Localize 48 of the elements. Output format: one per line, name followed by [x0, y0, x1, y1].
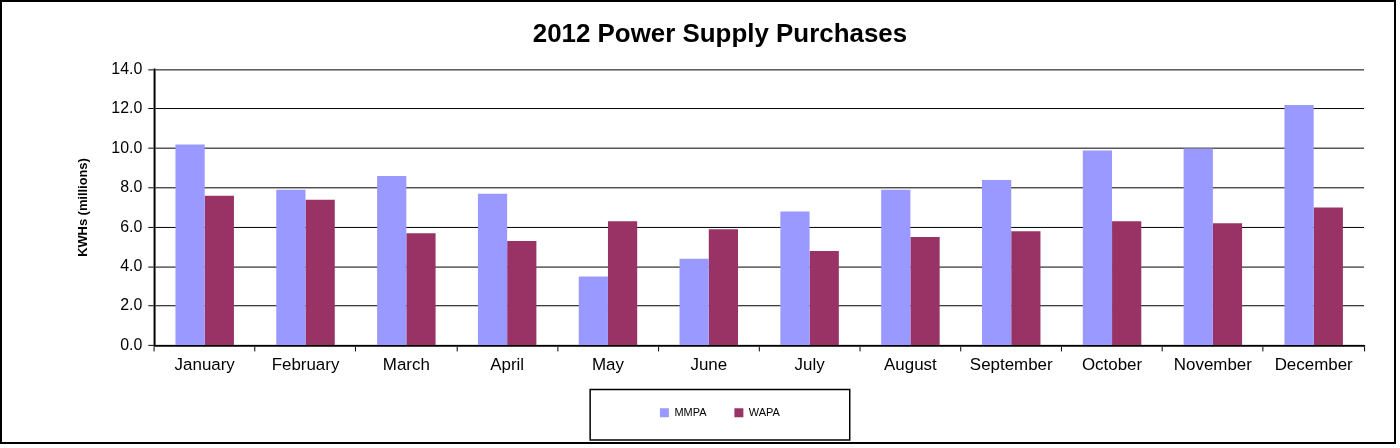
bar: [1011, 231, 1041, 345]
legend-label: WAPA: [748, 405, 781, 418]
bar: [1183, 148, 1213, 345]
y-tick-label: 6.0: [120, 217, 143, 235]
x-tick-label: January: [174, 355, 236, 375]
bar: [377, 176, 407, 345]
bar: [305, 199, 335, 345]
y-tick-label: 14.0: [111, 60, 143, 77]
bar: [1313, 207, 1343, 345]
legend-label: MMPA: [674, 405, 708, 418]
chart-title: 2012 Power Supply Purchases: [532, 19, 908, 48]
bar: [708, 229, 739, 345]
x-tick-label: April: [490, 355, 525, 375]
x-tick-label: November: [1173, 355, 1253, 375]
y-tick-label: 12.0: [111, 99, 143, 117]
bar: [578, 276, 608, 345]
y-tick-label: 0.0: [120, 335, 143, 353]
bar: [1284, 105, 1314, 345]
bar: [1212, 223, 1243, 345]
x-tick-label: September: [969, 355, 1054, 375]
bar: [809, 250, 839, 345]
bar: [276, 189, 306, 345]
y-tick-label: 4.0: [120, 257, 143, 275]
bar: [477, 193, 508, 345]
bar: [982, 179, 1012, 345]
y-tick-label: 8.0: [120, 178, 143, 196]
y-tick-label: 2.0: [120, 296, 143, 314]
bar: [780, 211, 810, 345]
x-tick-label: February: [271, 355, 340, 375]
bar: [204, 195, 234, 345]
bar: [881, 189, 911, 345]
x-tick-label: December: [1274, 355, 1354, 375]
x-tick-label: June: [690, 355, 728, 375]
y-tick-label: 10.0: [111, 138, 143, 156]
bar: [175, 144, 205, 345]
x-tick-label: October: [1081, 355, 1143, 375]
bar: [1112, 221, 1142, 345]
bar: [406, 233, 436, 345]
x-tick-label: March: [382, 355, 430, 375]
x-tick-label: May: [591, 355, 625, 375]
y-axis-title: KWHs (millions): [75, 158, 91, 257]
bar: [507, 241, 537, 345]
x-tick-label: July: [794, 355, 826, 375]
bar: [679, 258, 709, 345]
bar: [1082, 150, 1113, 345]
bar: [910, 237, 940, 345]
x-tick-label: August: [884, 355, 938, 375]
bar: [607, 221, 638, 345]
